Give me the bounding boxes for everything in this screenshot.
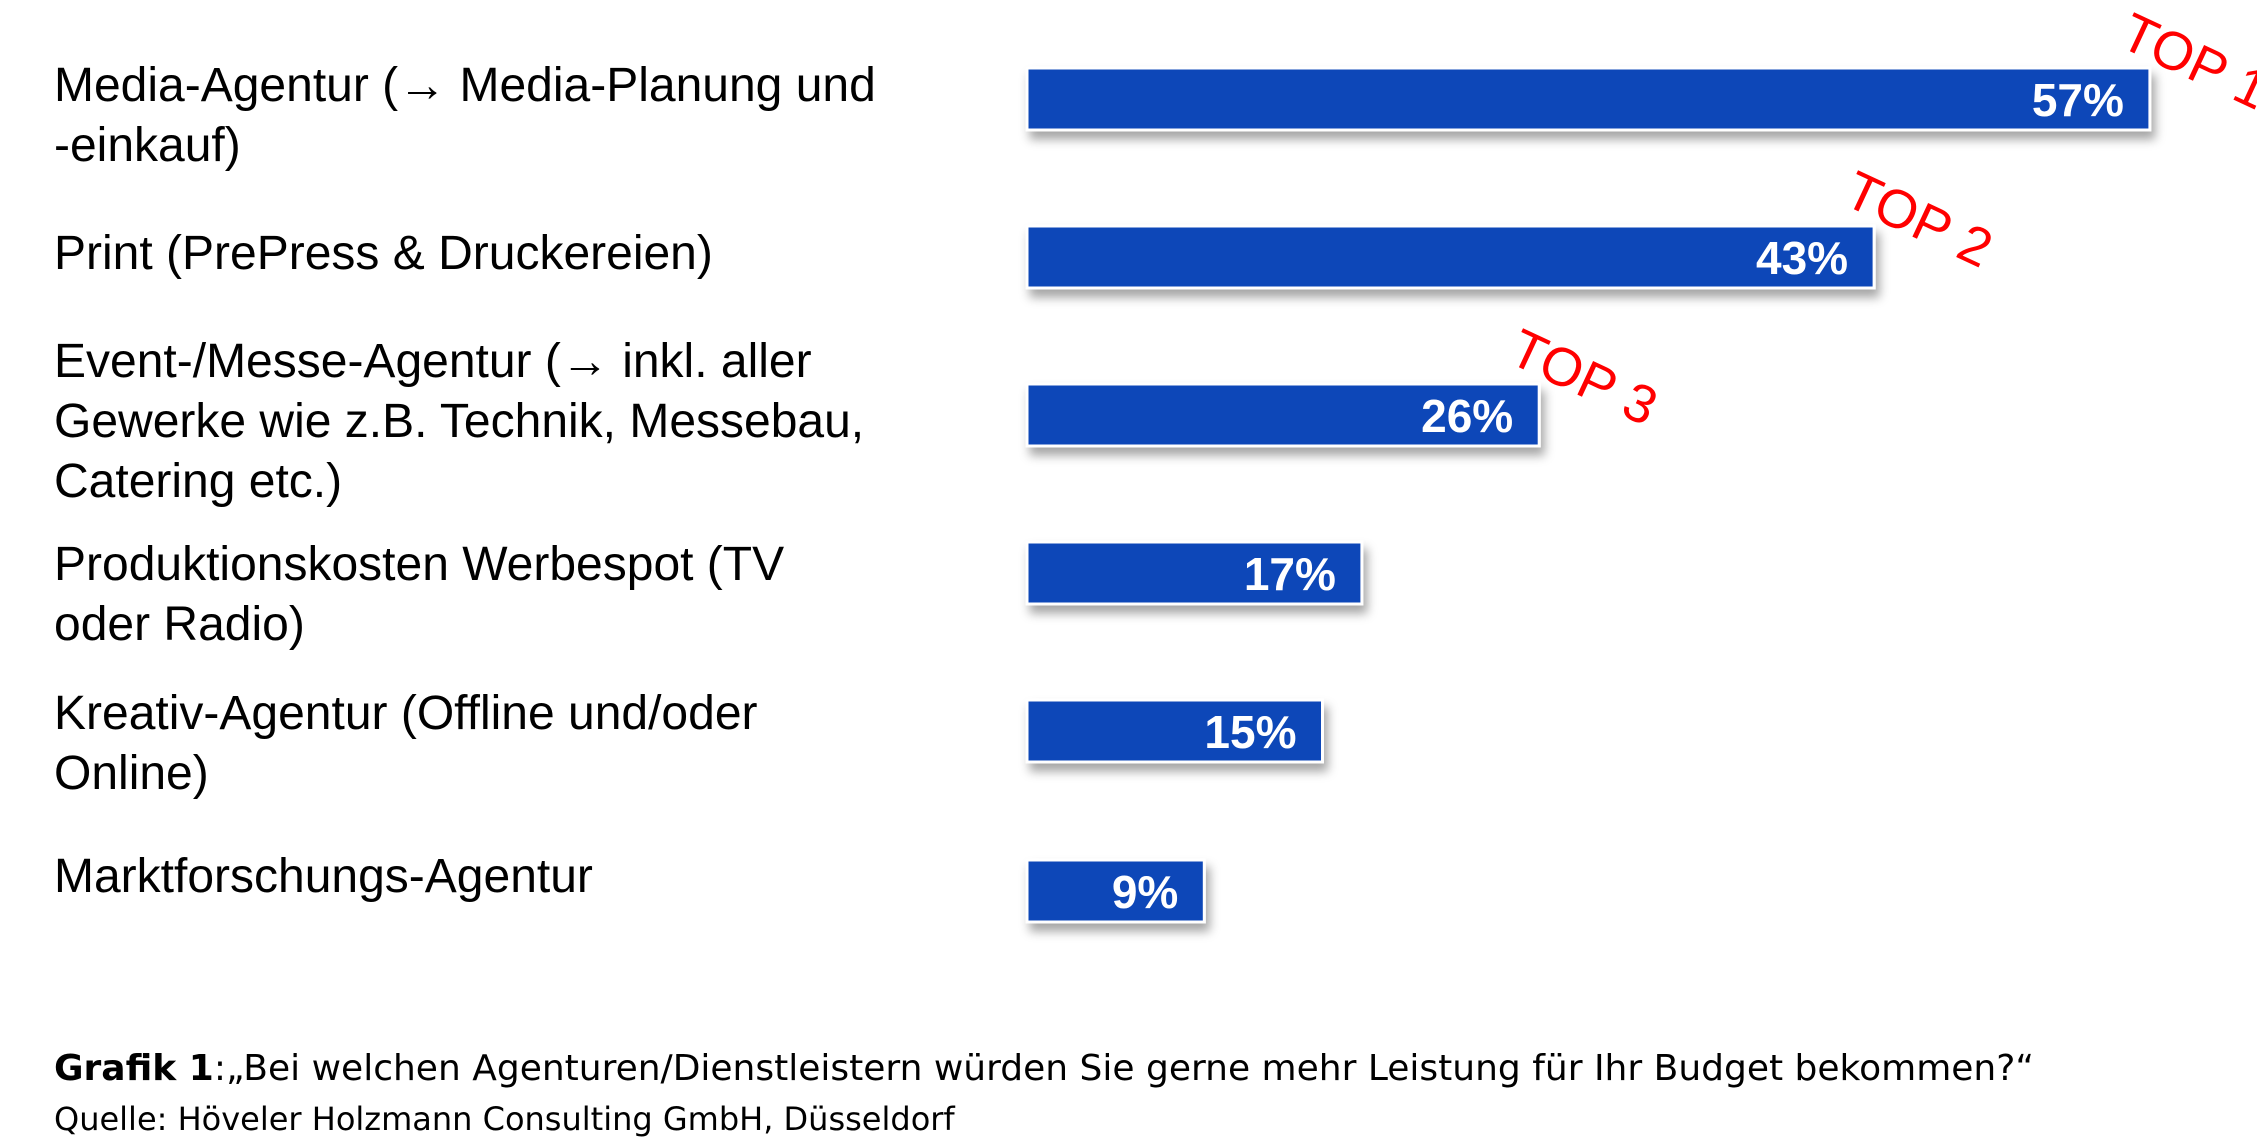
bar-kreativ-agentur-offline-und-oder-online (1025, 698, 1324, 764)
value-label: 17% (1244, 548, 1336, 600)
value-label: 26% (1421, 390, 1513, 442)
category-label: Print (PrePress & Druckereien) (54, 227, 713, 280)
source-note: Quelle: Höveler Holzmann Consulting GmbH… (54, 1100, 955, 1138)
category-label: Kreativ-Agentur (Offline und/oder Online… (54, 687, 758, 800)
caption-bold: Grafik 1 (54, 1048, 214, 1089)
bars-layer: 57% 43% 26% 17% 15% 9% (1025, 66, 2152, 924)
value-label: 9% (1112, 866, 1178, 918)
caption-text: :„Bei welchen Agenturen/Dienstleistern w… (213, 1048, 2034, 1089)
bar-produktionskosten-werbespot-tv-oder-radi (1025, 540, 1364, 606)
value-label: 57% (2032, 74, 2124, 126)
bar-marktforschungs-agentur (1025, 858, 1206, 924)
category-label: Marktforschungs-Agentur (54, 850, 593, 903)
category-label: Produktionskosten Werbespot (TV oder Rad… (54, 538, 785, 651)
bar-media-agentur-media-planung-und-einkauf (1025, 66, 2152, 132)
figure-caption: Grafik 1:„Bei welchen Agenturen/Dienstle… (54, 1048, 2034, 1089)
bar-event-messe-agentur-inkl-aller-gewerke-w (1025, 382, 1541, 448)
value-label: 15% (1204, 706, 1296, 758)
category-label: Media-Agentur (→ Media-Planung und -eink… (54, 59, 876, 172)
category-label: Event-/Messe-Agentur (→ inkl. aller Gewe… (54, 335, 865, 508)
value-label: 43% (1756, 232, 1848, 284)
bar-print-prepress-druckereien (1025, 224, 1876, 290)
